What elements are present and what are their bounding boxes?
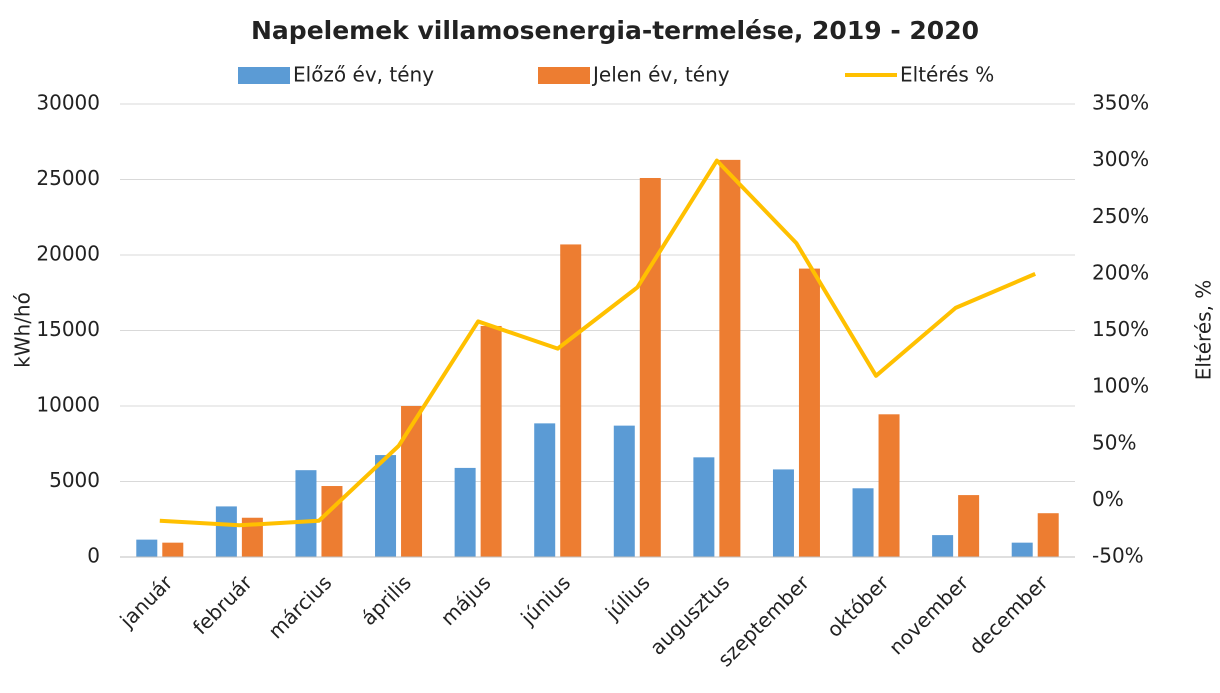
y-tick-label: 0 [87, 544, 100, 568]
bar [534, 423, 556, 557]
legend-swatch [538, 67, 590, 84]
y-tick-label: 20000 [36, 242, 100, 266]
bar [241, 517, 263, 557]
x-tick-label: május [436, 570, 496, 630]
x-tick-label: október [822, 570, 894, 642]
line [159, 158, 1036, 528]
bar [215, 506, 237, 557]
y2-tick-label: -50% [1092, 544, 1144, 568]
x-tick-label: november [884, 570, 973, 659]
bar [798, 268, 820, 557]
y-tick-label: 30000 [36, 91, 100, 115]
bar [1011, 542, 1033, 557]
y2-tick-label: 0% [1092, 487, 1124, 511]
bar [852, 488, 874, 557]
bar [772, 469, 794, 557]
y-tick-label: 10000 [36, 393, 100, 417]
legend-label: Előző év, tény [293, 63, 434, 87]
y2-axis-label: Eltérés, % [1192, 280, 1216, 381]
y2-tick-label: 200% [1092, 260, 1149, 284]
bar [375, 455, 397, 557]
bar [719, 159, 741, 557]
y2-tick-label: 150% [1092, 317, 1149, 341]
bar [1037, 513, 1059, 557]
bar [454, 467, 476, 557]
bar [639, 177, 661, 558]
bar [560, 244, 582, 557]
y-tick-label: 15000 [36, 317, 100, 341]
x-tick-label: április [356, 570, 416, 630]
bar [932, 535, 954, 557]
legend-label: Jelen év, tény [591, 63, 730, 87]
bar [958, 495, 980, 557]
bar [480, 325, 502, 557]
bar [321, 486, 343, 557]
bar [295, 470, 317, 557]
y2-tick-label: 300% [1092, 147, 1149, 171]
y-axis-label: kWh/hó [11, 292, 35, 368]
x-tick-label: június [515, 570, 575, 630]
x-tick-label: január [115, 570, 178, 633]
y-tick-label: 25000 [36, 166, 100, 190]
y-tick-label: 5000 [49, 468, 100, 492]
y2-tick-label: 100% [1092, 374, 1149, 398]
bar [401, 406, 423, 557]
bar [162, 542, 184, 557]
bar [136, 539, 158, 557]
y2-tick-label: 50% [1092, 430, 1136, 454]
y2-tick-label: 250% [1092, 204, 1149, 228]
x-tick-label: december [964, 570, 1053, 659]
legend-swatch [238, 67, 290, 84]
bar [613, 425, 635, 557]
legend-label: Eltérés % [900, 63, 994, 87]
x-tick-label: július [600, 570, 655, 625]
bar [878, 414, 900, 557]
x-tick-label: március [263, 570, 336, 643]
chart-title: Napelemek villamosenergia-termelése, 201… [251, 16, 979, 45]
bar [693, 457, 715, 557]
x-tick-label: február [188, 570, 257, 639]
y2-tick-label: 350% [1092, 91, 1149, 115]
